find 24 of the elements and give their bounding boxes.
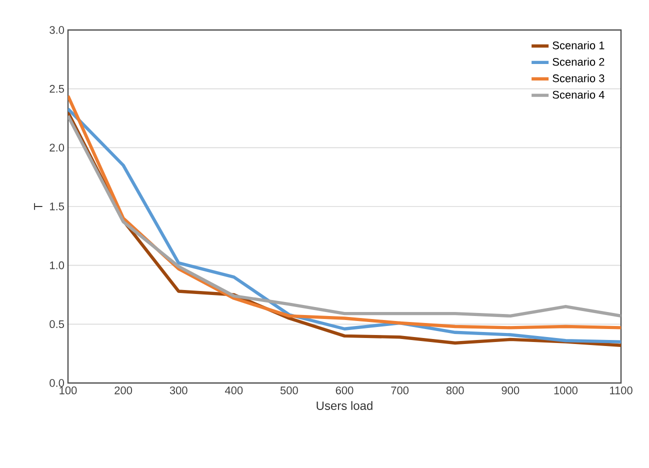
x-tick-label: 900 bbox=[502, 386, 520, 394]
x-axis-title: Users load bbox=[316, 401, 372, 410]
y-tick-label: 1.0 bbox=[50, 261, 64, 270]
x-tick-label: 800 bbox=[446, 386, 464, 394]
legend-label: Scenario 4 bbox=[552, 90, 604, 99]
x-tick-label: 300 bbox=[170, 386, 188, 394]
y-tick-label: 1.5 bbox=[50, 202, 64, 210]
legend-label: Scenario 1 bbox=[552, 41, 604, 50]
x-tick-label: 1000 bbox=[554, 386, 578, 394]
y-tick-label: 0.5 bbox=[50, 320, 64, 328]
x-tick-label: 500 bbox=[280, 386, 298, 394]
legend-label: Scenario 2 bbox=[552, 58, 604, 66]
x-tick-label: 100 bbox=[60, 386, 77, 394]
y-tick-label: 3.0 bbox=[50, 26, 64, 34]
legend-label: Scenario 3 bbox=[552, 74, 604, 82]
y-axis-title: T bbox=[34, 203, 42, 210]
y-tick-label: 0.0 bbox=[50, 379, 64, 387]
y-tick-label: 2.5 bbox=[50, 84, 64, 93]
x-tick-label: 400 bbox=[224, 386, 243, 394]
y-tick-label: 2.0 bbox=[50, 144, 64, 152]
x-tick-label: 200 bbox=[114, 386, 132, 394]
x-tick-label: 700 bbox=[391, 386, 409, 394]
x-tick-label: 1100 bbox=[610, 386, 632, 394]
x-tick-label: 600 bbox=[336, 386, 354, 394]
